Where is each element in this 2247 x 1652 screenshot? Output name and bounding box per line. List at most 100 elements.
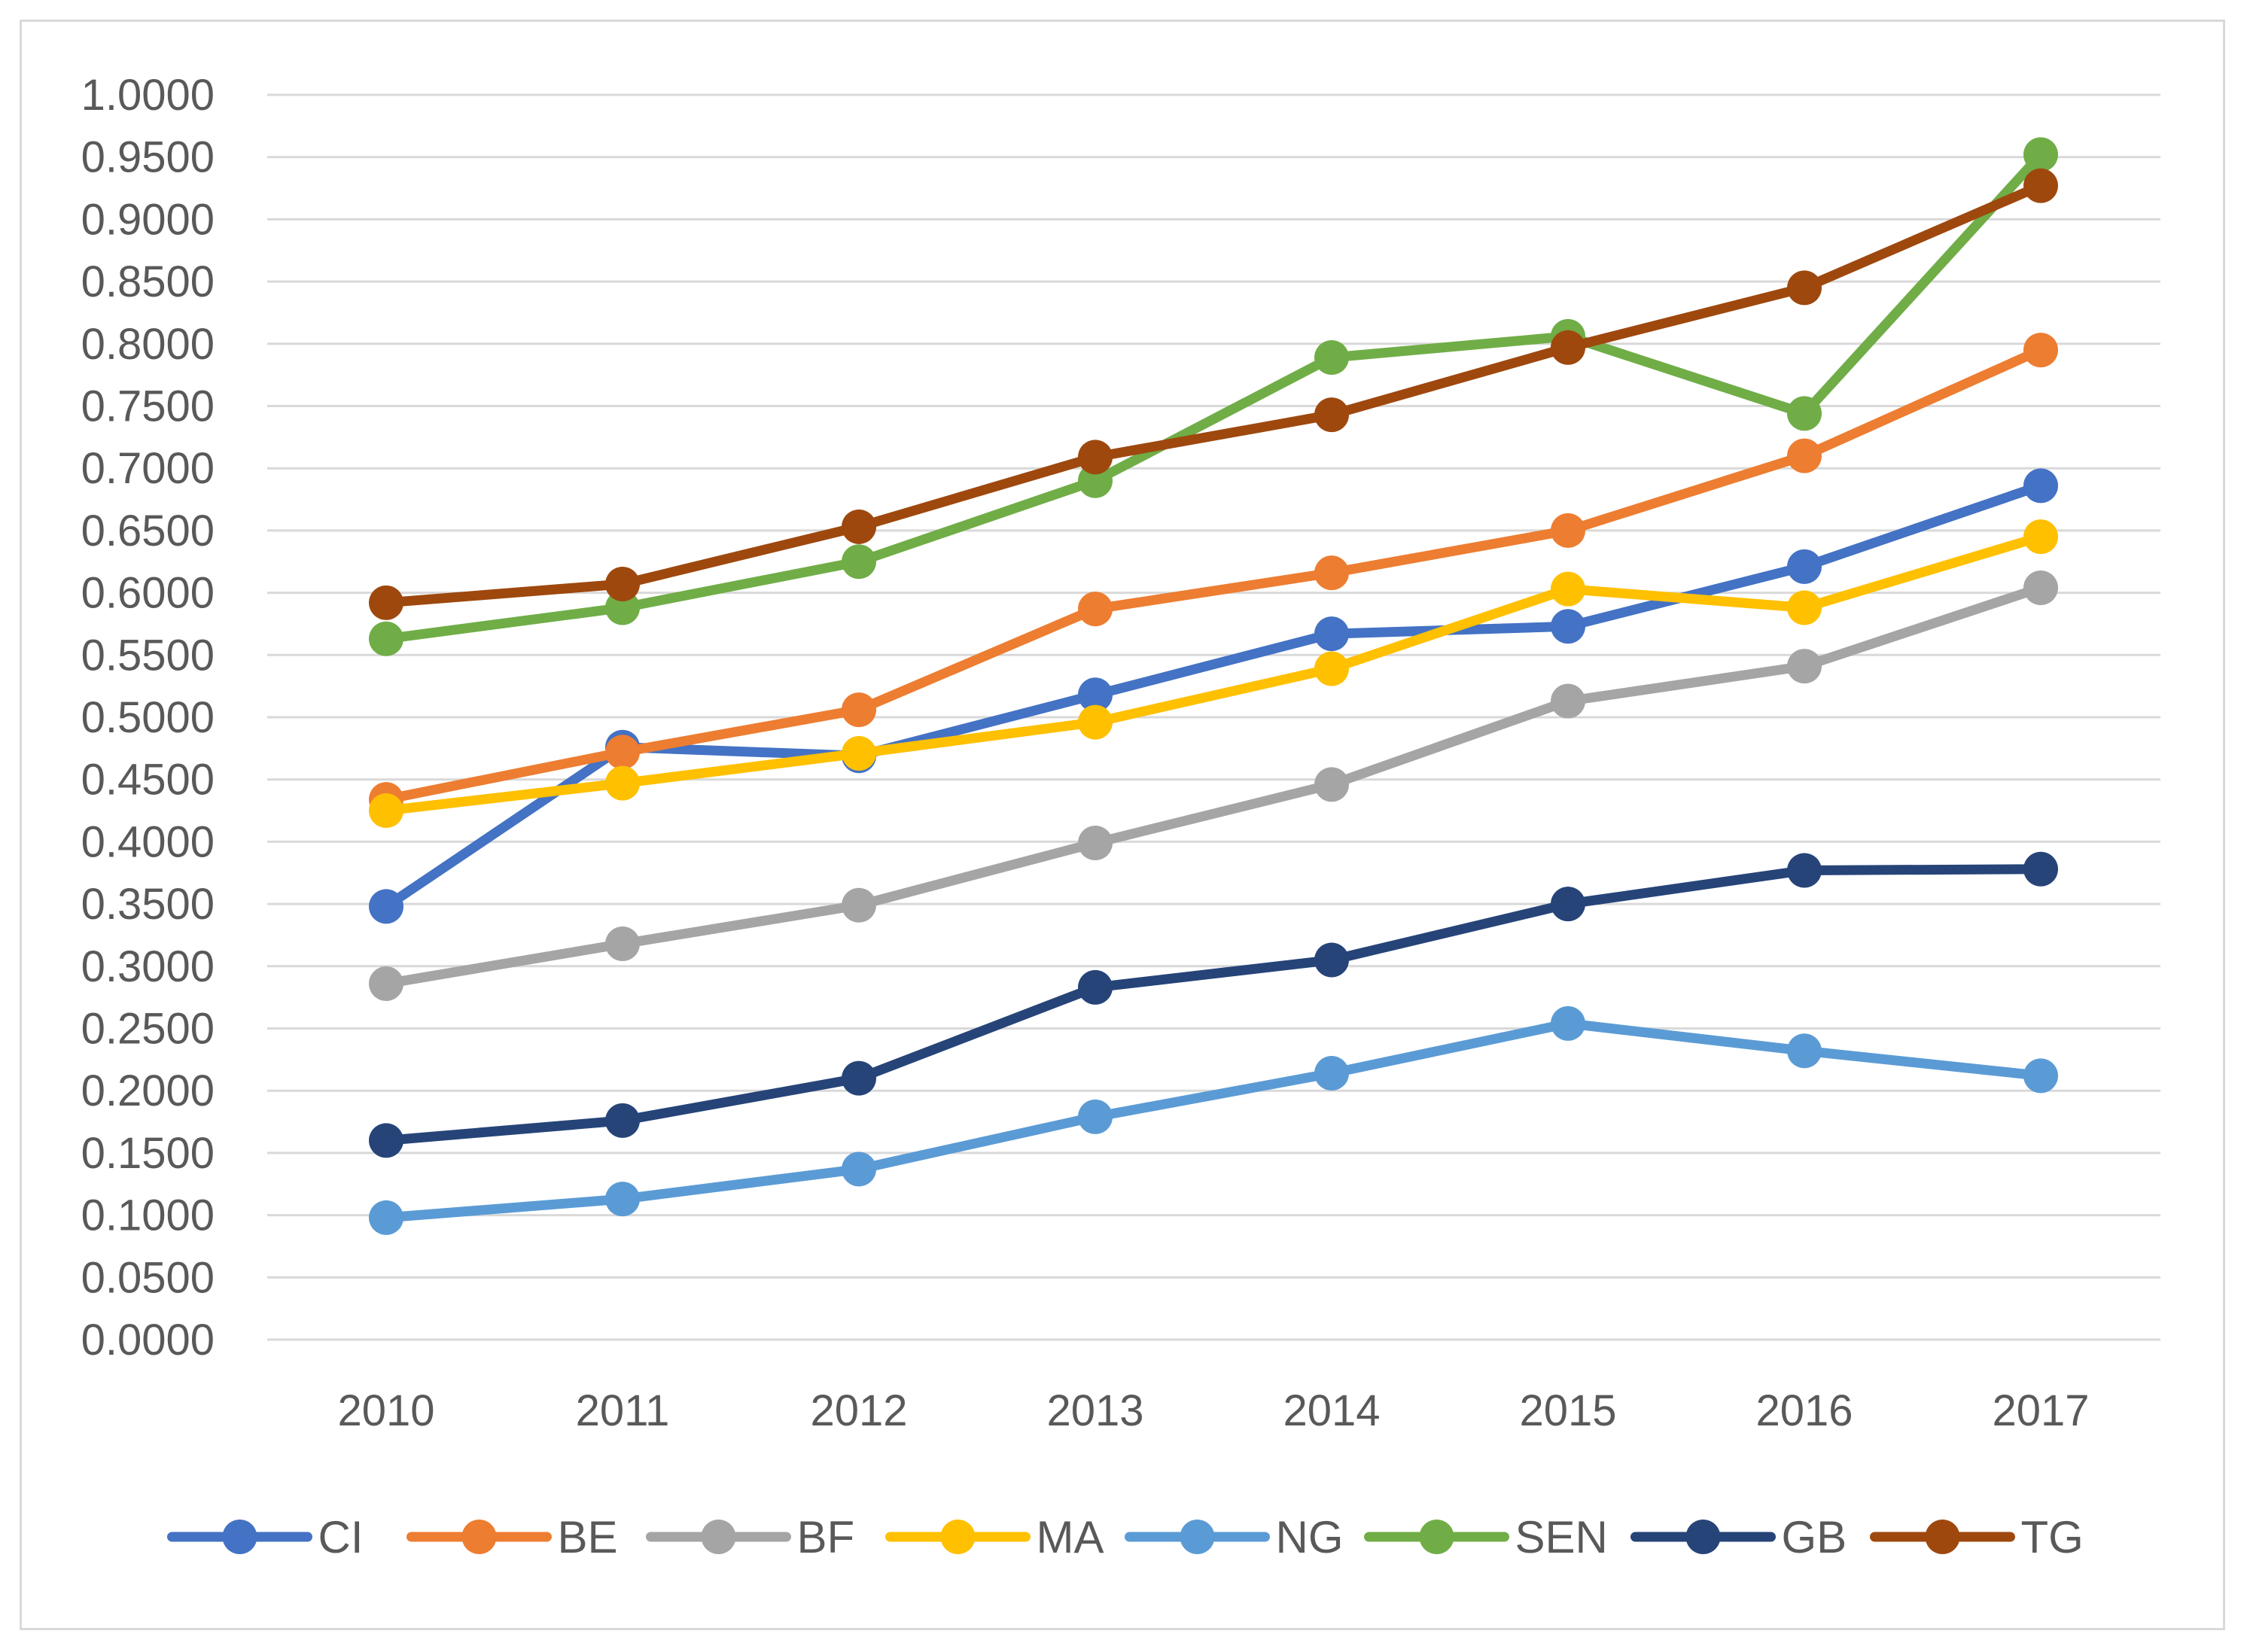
data-point-ng xyxy=(1551,1005,1585,1041)
data-point-ng xyxy=(369,1200,403,1235)
y-tick-label: 0.6500 xyxy=(81,507,215,555)
y-tick-label: 0.4000 xyxy=(81,817,215,866)
legend-swatch-marker xyxy=(1180,1520,1215,1554)
data-point-ng xyxy=(1787,1033,1822,1069)
gridlines xyxy=(267,93,2160,1341)
x-tick-label: 2010 xyxy=(337,1386,434,1435)
data-point-sen xyxy=(1078,463,1113,498)
x-tick-label: 2013 xyxy=(1046,1386,1143,1435)
series-line-tg xyxy=(381,181,2046,608)
x-tick-label: 2012 xyxy=(810,1386,907,1435)
y-tick-label: 0.2000 xyxy=(81,1066,215,1115)
legend-item-ci[interactable]: CI xyxy=(167,1512,364,1562)
legend-label: GB xyxy=(1782,1512,1847,1562)
data-point-bf xyxy=(1078,826,1113,861)
series-bf xyxy=(369,570,2058,1001)
legend-label: SEN xyxy=(1515,1512,1608,1562)
data-point-sen xyxy=(842,544,876,580)
series-ma xyxy=(369,519,2058,829)
x-tick-label: 2014 xyxy=(1283,1386,1380,1435)
data-point-gb xyxy=(1314,942,1349,978)
data-point-ng xyxy=(1314,1056,1349,1091)
data-point-be xyxy=(1078,592,1113,627)
data-point-bf xyxy=(1551,683,1585,719)
y-tick-label: 0.6000 xyxy=(81,569,215,618)
data-point-ci xyxy=(1551,609,1585,644)
legend-label: NG xyxy=(1276,1512,1344,1562)
data-point-tg xyxy=(2023,168,2058,203)
data-point-bf xyxy=(369,966,403,1001)
legend-item-tg[interactable]: TG xyxy=(1870,1512,2084,1562)
legend-label: TG xyxy=(2021,1512,2084,1562)
x-tick-label: 2016 xyxy=(1755,1386,1853,1435)
data-point-ng xyxy=(605,1182,640,1217)
series-sen xyxy=(369,137,2058,656)
data-point-ci xyxy=(1078,677,1113,713)
data-point-gb xyxy=(605,1103,640,1138)
data-point-tg xyxy=(369,585,403,620)
series-layer xyxy=(369,137,2058,1235)
data-point-ci xyxy=(1787,549,1822,584)
data-point-sen xyxy=(1314,339,1349,375)
y-tick-label: 1.0000 xyxy=(81,71,215,120)
legend-swatch-marker xyxy=(940,1520,976,1554)
data-point-ma xyxy=(1314,651,1349,686)
series-line-ng xyxy=(381,1018,2046,1223)
legend-swatch-marker xyxy=(1419,1520,1454,1554)
legend: CI BE BF MA NG SEN GB TG xyxy=(167,1512,2084,1562)
legend-item-bf[interactable]: BF xyxy=(646,1512,855,1562)
data-point-gb xyxy=(1787,853,1822,888)
legend-item-gb[interactable]: GB xyxy=(1630,1512,1847,1562)
y-tick-label: 0.1000 xyxy=(81,1191,215,1240)
legend-swatch-marker xyxy=(1685,1520,1721,1554)
legend-item-be[interactable]: BE xyxy=(406,1512,618,1562)
data-point-be xyxy=(605,735,640,770)
data-point-ng xyxy=(2023,1058,2058,1094)
data-point-sen xyxy=(1787,396,1822,431)
data-point-be xyxy=(2023,333,2058,368)
data-point-tg xyxy=(1787,270,1822,306)
legend-item-ng[interactable]: NG xyxy=(1125,1512,1344,1562)
y-tick-label: 0.3500 xyxy=(81,880,215,929)
data-point-ma xyxy=(842,735,876,771)
data-point-ng xyxy=(1078,1099,1113,1134)
legend-swatch-marker xyxy=(1925,1520,1960,1554)
y-tick-label: 0.3000 xyxy=(81,942,215,991)
data-point-bf xyxy=(605,926,640,962)
data-point-tg xyxy=(1314,397,1349,433)
data-point-bf xyxy=(1787,649,1822,684)
data-point-bf xyxy=(1314,767,1349,802)
y-tick-label: 0.7500 xyxy=(81,382,215,431)
data-point-ci xyxy=(2023,468,2058,504)
series-line-ma xyxy=(381,531,2046,816)
legend-label: MA xyxy=(1037,1512,1104,1562)
data-point-tg xyxy=(605,567,640,602)
data-point-ci xyxy=(1314,616,1349,652)
y-tick-label: 0.9000 xyxy=(81,195,215,244)
data-point-ma xyxy=(369,793,403,829)
data-point-bf xyxy=(842,887,876,923)
data-point-ma xyxy=(1787,590,1822,625)
y-tick-label: 0.8500 xyxy=(81,257,215,306)
data-point-ma xyxy=(605,765,640,801)
data-point-sen xyxy=(2023,137,2058,172)
series-line-sen xyxy=(381,149,2046,644)
legend-swatch-marker xyxy=(461,1520,497,1554)
data-point-be xyxy=(842,692,876,728)
data-point-ma xyxy=(1078,704,1113,740)
data-point-ma xyxy=(2023,519,2058,555)
data-point-gb xyxy=(2023,851,2058,887)
x-tick-label: 2011 xyxy=(576,1386,670,1435)
y-tick-label: 0.2500 xyxy=(81,1005,215,1054)
series-line-bf xyxy=(381,583,2046,989)
y-tick-label: 0.0000 xyxy=(81,1316,215,1364)
data-point-sen xyxy=(605,590,640,625)
series-line-be xyxy=(381,345,2046,805)
y-tick-label: 0.0500 xyxy=(81,1253,215,1302)
series-ng xyxy=(369,1005,2058,1235)
legend-item-ma[interactable]: MA xyxy=(885,1512,1104,1562)
legend-item-sen[interactable]: SEN xyxy=(1364,1512,1608,1562)
x-tick-label: 2017 xyxy=(1992,1386,2089,1435)
data-point-gb xyxy=(369,1123,403,1158)
data-point-gb xyxy=(842,1060,876,1096)
